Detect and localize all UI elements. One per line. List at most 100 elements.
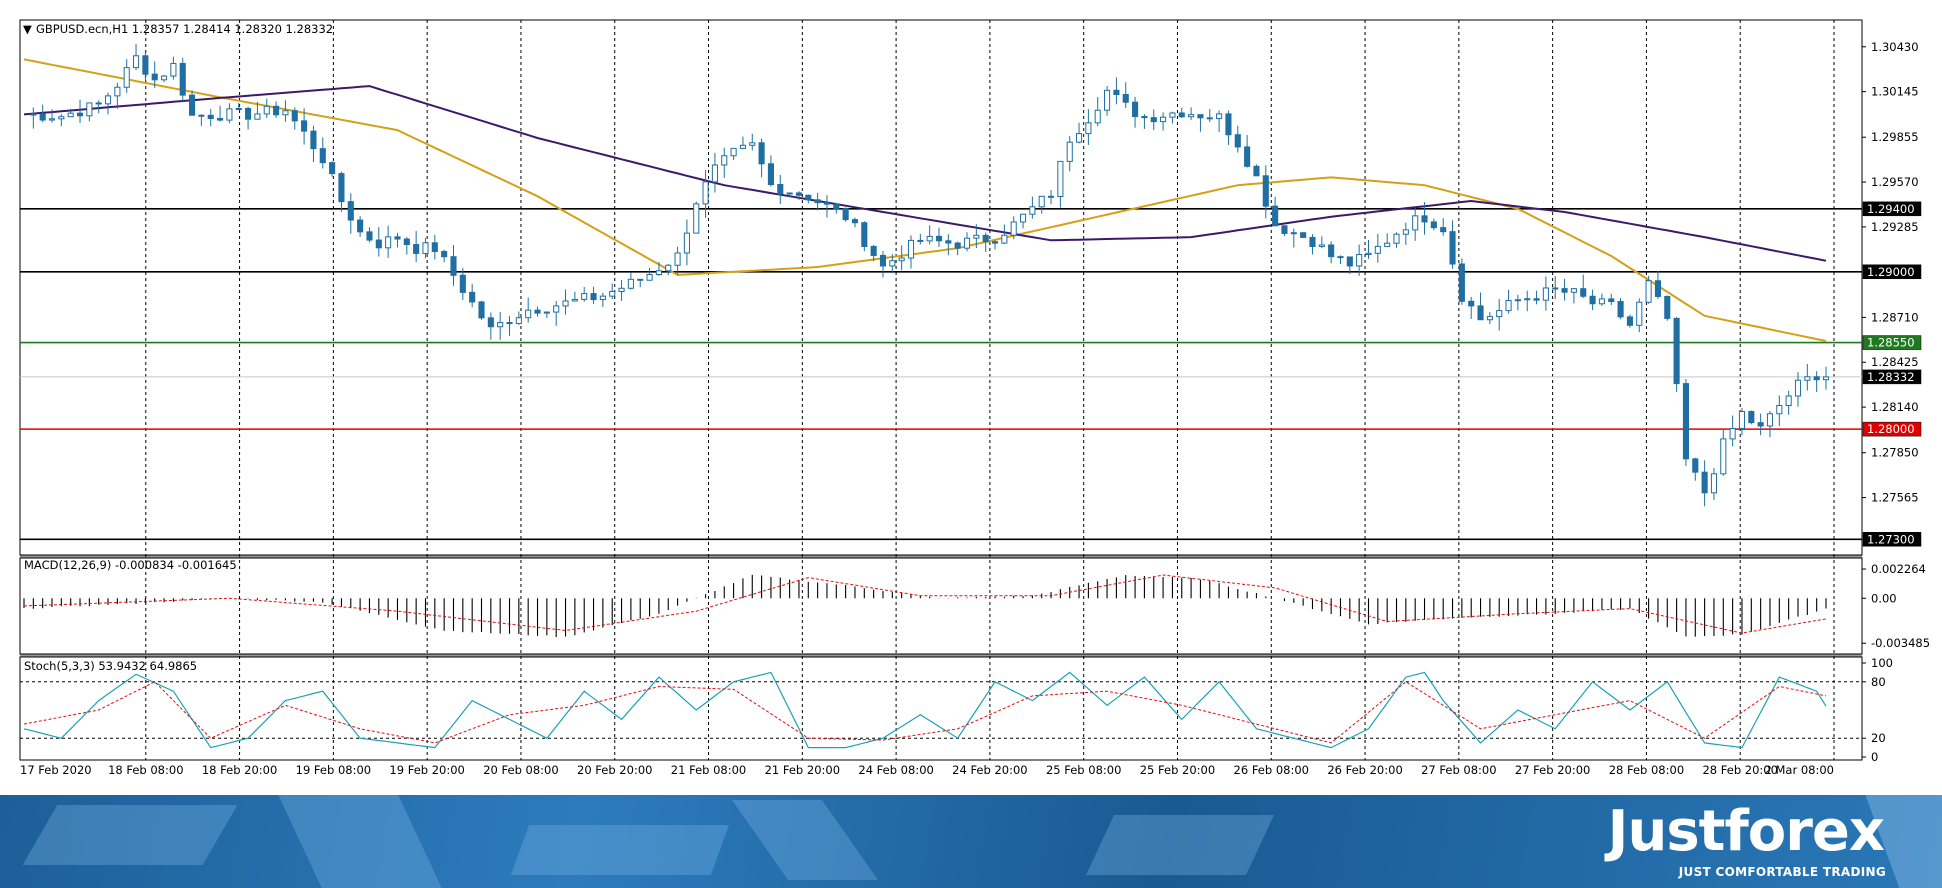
candle-body [898, 257, 905, 262]
time-axis: 17 Feb 2020 18 Feb 08:00 18 Feb 20:00 19 Fe… [20, 763, 1834, 777]
candle-body [245, 107, 252, 120]
candle-body [721, 155, 728, 166]
candle-body [1122, 94, 1129, 103]
candle-body [179, 62, 186, 96]
candle-body [1001, 234, 1008, 244]
candle-body [879, 254, 887, 267]
candle-body [767, 163, 774, 186]
candle-body [319, 148, 326, 164]
candle-body [1094, 109, 1101, 124]
candle-body [459, 274, 466, 293]
candle-body [1552, 287, 1559, 290]
price-axis: 1.30430 1.30145 1.29855 1.29570 1.29285 1.287… [1862, 40, 1919, 505]
candle-body [422, 242, 429, 254]
candle-body [1449, 231, 1456, 265]
macd-tick-label: 0.00 [1871, 591, 1897, 605]
time-label: 27 Feb 20:00 [1515, 763, 1590, 777]
stochastic-indicator: 100 80 20 0 [20, 656, 1893, 764]
candle-body [1776, 404, 1783, 415]
candle-body [366, 231, 373, 241]
time-label: 27 Feb 08:00 [1421, 763, 1496, 777]
candle-body [142, 55, 149, 75]
candle-body [1318, 244, 1325, 247]
candle-body [683, 232, 690, 254]
candle-body [1412, 215, 1419, 231]
candle-body [618, 287, 625, 292]
candle-body [469, 291, 476, 303]
brand-logo[interactable]: Justforex [1607, 799, 1885, 864]
time-label: 24 Feb 20:00 [952, 763, 1027, 777]
price-tick-label: 1.30145 [1871, 85, 1919, 99]
candle-body [814, 199, 821, 204]
candle-body [58, 116, 65, 120]
candle-body [534, 309, 541, 314]
candle-body [1113, 89, 1120, 96]
level-tag-label: 1.29400 [1867, 202, 1915, 216]
time-label: 21 Feb 08:00 [671, 763, 746, 777]
candle-body [132, 55, 140, 69]
candle-body [1430, 221, 1437, 229]
price-tick-label: 1.29570 [1871, 175, 1919, 189]
candle-body [357, 219, 364, 233]
candle-body [1141, 116, 1148, 119]
candle-body [1533, 298, 1540, 301]
candle-body [1757, 422, 1764, 427]
candle-body [1440, 227, 1447, 233]
candle-body [1822, 376, 1830, 381]
candle-body [30, 113, 37, 116]
stoch-pane[interactable] [19, 656, 1863, 761]
horizontal-levels [20, 208, 1862, 541]
candle-body [1402, 229, 1409, 235]
candle-body [1421, 215, 1428, 223]
candle-body [86, 102, 93, 117]
candle-body [571, 298, 578, 302]
ma-line-purple [23, 85, 1827, 262]
candle-body [1524, 298, 1531, 301]
candle-body [1542, 287, 1549, 301]
candle-body [543, 311, 550, 314]
candle-body [1225, 113, 1232, 136]
candle-body [160, 75, 168, 81]
time-label: 19 Feb 08:00 [296, 763, 371, 777]
candle-body [1346, 256, 1353, 267]
time-label: 24 Feb 08:00 [858, 763, 933, 777]
candle-body [954, 242, 961, 249]
stoch-tick-label: 80 [1871, 675, 1886, 689]
candle-body [823, 202, 831, 205]
candle-body [1019, 213, 1027, 223]
candle-body [786, 192, 793, 195]
level-tag-label: 1.29000 [1867, 265, 1915, 279]
candle-body [67, 112, 74, 118]
candle-body [553, 305, 560, 313]
candle-body [1066, 141, 1073, 162]
candle-body [515, 317, 522, 325]
candle-body [1216, 113, 1223, 120]
candle-body [637, 278, 644, 281]
price-pane[interactable] [19, 19, 1863, 556]
candle-body [1300, 232, 1307, 238]
candle-body [450, 256, 457, 276]
candle-body [301, 120, 308, 132]
candle-body [1766, 413, 1774, 427]
candle-body [1794, 379, 1802, 397]
brand-banner: Justforex JUST COMFORTABLE TRADING [0, 795, 1942, 888]
macd-pane[interactable] [19, 557, 1863, 655]
stoch-d-line [23, 681, 1827, 744]
level-tag [1862, 264, 1922, 280]
symbol-menu-icon[interactable]: ▼ [23, 22, 32, 36]
time-label: 20 Feb 08:00 [483, 763, 558, 777]
candle-body [291, 110, 298, 122]
candle-body [599, 295, 606, 301]
moving-averages [23, 58, 1827, 342]
candle-body [1244, 146, 1251, 167]
time-label: 20 Feb 20:00 [577, 763, 652, 777]
stoch-tick-label: 100 [1871, 656, 1893, 670]
candle-body [730, 147, 737, 157]
candle-body [1664, 295, 1671, 319]
time-label: 21 Feb 20:00 [765, 763, 840, 777]
candle-body [1645, 280, 1652, 303]
candle-body [1057, 160, 1064, 197]
candle-body [282, 110, 289, 116]
macd-tick-label: 0.002264 [1871, 562, 1926, 576]
candle-body [1038, 195, 1045, 208]
